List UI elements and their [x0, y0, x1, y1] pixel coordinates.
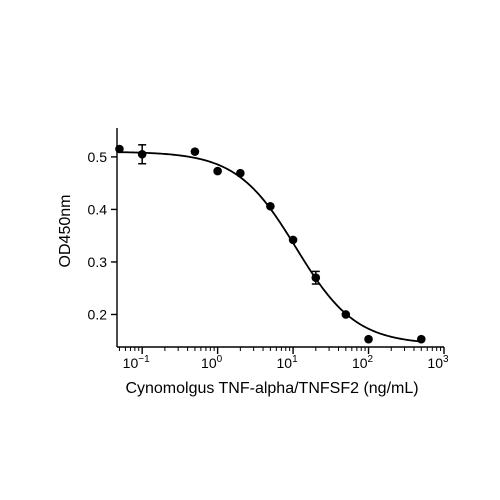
y-tick-label: 0.4 — [88, 201, 108, 217]
plot-area: 0.20.30.40.510−1 100 101 102 103 — [88, 128, 449, 371]
x-tick-label: 100 — [201, 354, 223, 371]
x-tick-label: 101 — [277, 354, 299, 371]
y-axis-label: OD450nm — [57, 195, 74, 268]
x-tick-base: 10 — [123, 355, 139, 371]
y-tick-label: 0.2 — [88, 306, 108, 322]
x-tick-exponent: 2 — [368, 354, 374, 365]
data-point — [266, 201, 275, 211]
x-axis-label: Cynomolgus TNF-alpha/TNFSF2 (ng/mL) — [125, 380, 418, 397]
y-tick-label: 0.3 — [88, 254, 108, 270]
data-point — [236, 168, 245, 178]
fit-curve — [119, 151, 422, 343]
data-point — [364, 334, 373, 344]
x-tick-exponent: 0 — [217, 354, 223, 365]
x-tick-base: 10 — [352, 355, 368, 371]
x-tick-base: 10 — [427, 355, 443, 371]
data-point — [137, 149, 147, 159]
x-tick-exponent: −1 — [138, 354, 150, 365]
x-tick-base: 10 — [201, 355, 217, 371]
x-tick-label: 10−1 — [123, 354, 150, 371]
x-tick-base: 10 — [277, 355, 293, 371]
y-tick-label: 0.5 — [88, 149, 108, 165]
data-point — [416, 334, 426, 344]
data-point — [115, 144, 124, 154]
x-tick-label: 103 — [427, 354, 449, 371]
data-point — [190, 147, 200, 156]
x-tick-exponent: 3 — [443, 354, 449, 365]
data-point — [213, 166, 222, 176]
x-tick-label: 102 — [352, 354, 374, 371]
x-tick-exponent: 1 — [292, 354, 298, 365]
data-point — [341, 310, 351, 319]
data-point — [311, 273, 321, 283]
data-point — [288, 235, 298, 245]
